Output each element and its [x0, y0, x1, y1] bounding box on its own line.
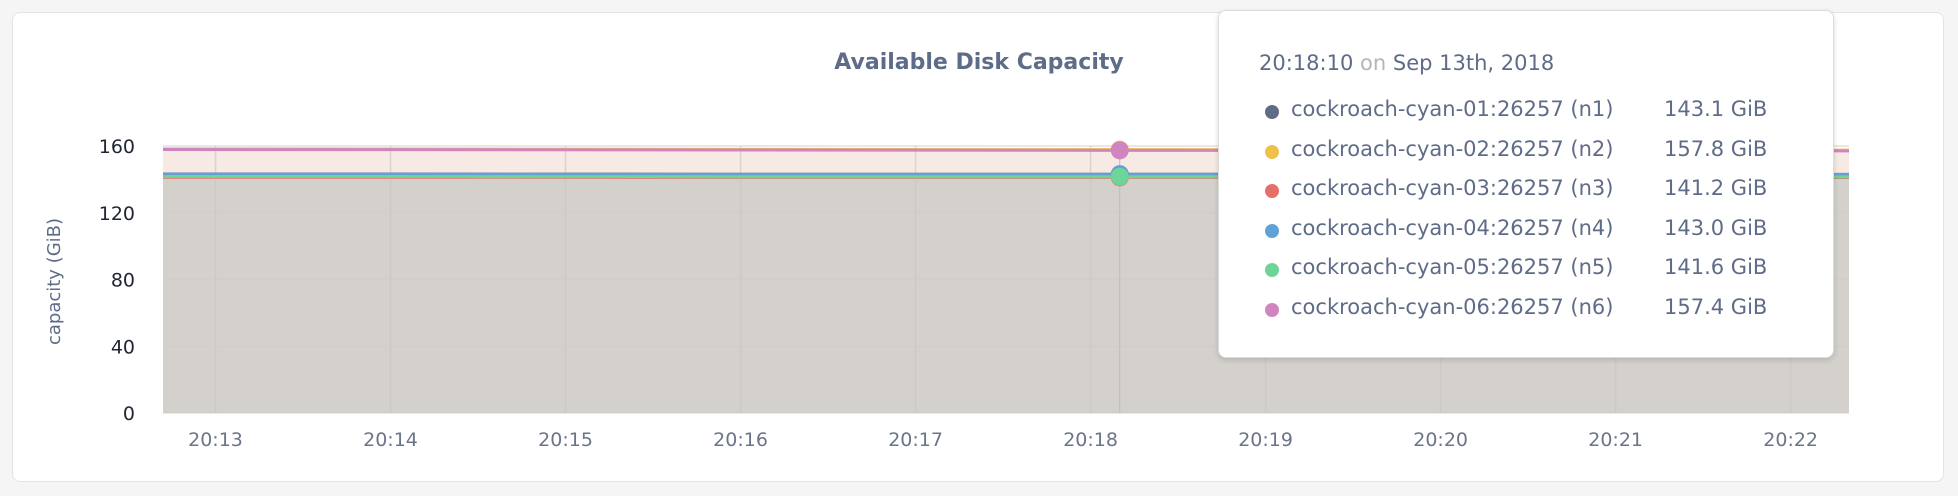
tooltip-series-value: 157.4 GiB [1664, 294, 1768, 319]
tooltip-series-value: 143.0 GiB [1664, 215, 1768, 240]
y-tick-label: 160 [99, 136, 135, 158]
tooltip-series-value: 143.1 GiB [1664, 97, 1768, 121]
tooltip-series-value: 141.6 GiB [1664, 255, 1768, 279]
x-tick-label: 20:13 [188, 429, 243, 451]
x-tick-label: 20:16 [713, 429, 768, 451]
tooltip-series-value: 157.8 GiB [1664, 136, 1768, 161]
x-tick-label: 20:17 [888, 429, 943, 451]
tooltip-series-name: cockroach-cyan-03:26257 (n3) [1291, 176, 1614, 200]
x-tick-label: 20:14 [363, 429, 418, 451]
hover-point-6 [1110, 141, 1129, 160]
series-color-dot-icon [1265, 263, 1279, 277]
hover-point-5 [1110, 167, 1129, 186]
y-axis-label: capacity (GiB) [44, 218, 65, 345]
series-color-dot-icon [1265, 105, 1279, 119]
series-color-dot-icon [1265, 184, 1279, 198]
tooltip-series-value: 141.2 GiB [1664, 176, 1768, 200]
y-tick-label: 0 [123, 403, 135, 425]
x-tick-label: 20:18 [1063, 429, 1118, 451]
series-color-dot-icon [1265, 302, 1279, 317]
tooltip-series-name: cockroach-cyan-01:26257 (n1) [1291, 97, 1614, 121]
x-tick-label: 20:22 [1763, 429, 1818, 451]
y-tick-label: 80 [111, 270, 135, 292]
tooltip-series-name: cockroach-cyan-02:26257 (n2) [1291, 136, 1614, 161]
hover-tooltip: 20:18:10 on Sep 13th, 2018 cockroach-cya… [1218, 10, 1834, 358]
tooltip-series-name: cockroach-cyan-05:26257 (n5) [1291, 255, 1614, 279]
chart-title: Available Disk Capacity [834, 50, 1124, 75]
x-tick-label: 20:19 [1238, 429, 1293, 451]
y-tick-label: 40 [111, 336, 135, 358]
tooltip-date: Sep 13th, 2018 [1392, 51, 1555, 75]
series-color-dot-icon [1265, 144, 1279, 159]
x-tick-label: 20:20 [1413, 429, 1468, 451]
series-color-dot-icon [1265, 223, 1279, 238]
x-tick-label: 20:15 [538, 429, 593, 451]
x-tick-label: 20:21 [1588, 429, 1643, 451]
tooltip-series-name: cockroach-cyan-04:26257 (n4) [1291, 215, 1614, 240]
tooltip-series-name: cockroach-cyan-06:26257 (n6) [1291, 294, 1614, 319]
tooltip-header: 20:18:10 on Sep 13th, 2018 [1259, 51, 1554, 75]
y-tick-label: 120 [99, 203, 135, 225]
tooltip-time: 20:18:10 [1259, 51, 1354, 75]
tooltip-on: on [1360, 51, 1387, 75]
